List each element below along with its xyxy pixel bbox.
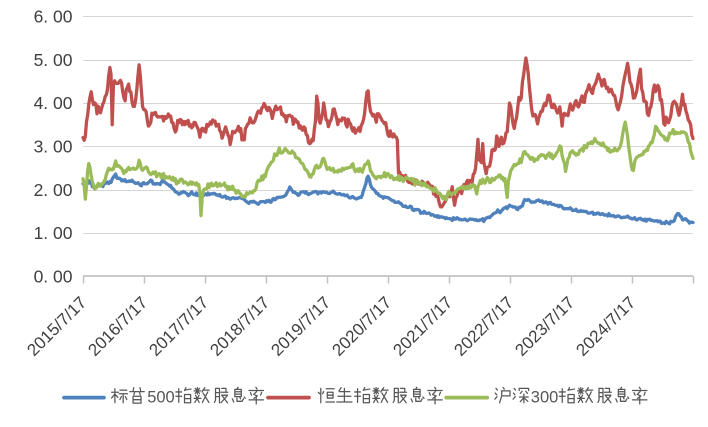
svg-text:300: 300: [531, 388, 559, 406]
svg-text:6. 00: 6. 00: [34, 7, 73, 27]
svg-text:2. 00: 2. 00: [34, 180, 73, 200]
svg-text:500: 500: [147, 388, 175, 406]
svg-text:3. 00: 3. 00: [34, 137, 73, 157]
svg-text:4. 00: 4. 00: [34, 93, 73, 113]
svg-text:5. 00: 5. 00: [34, 50, 73, 70]
svg-text:1. 00: 1. 00: [34, 223, 73, 243]
svg-text:0. 00: 0. 00: [34, 266, 73, 286]
